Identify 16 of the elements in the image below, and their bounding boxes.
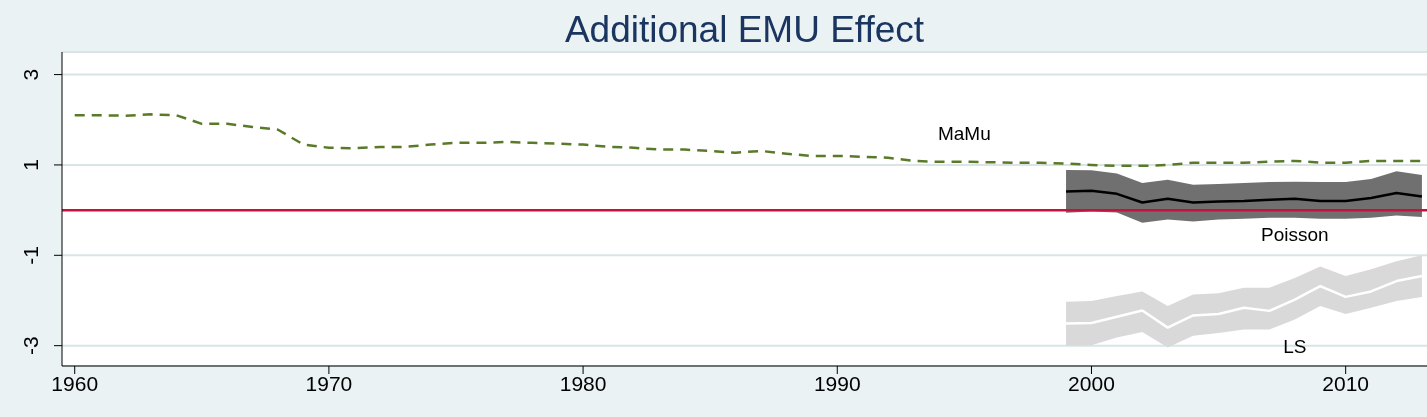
line-series	[1064, 274, 1424, 329]
x-tick-label: 2000	[1068, 371, 1115, 395]
chart-title: Additional EMU Effect	[563, 8, 926, 52]
x-tick-label: 1970	[305, 371, 353, 395]
x-tick-label: 1980	[559, 371, 607, 395]
y-tick-label: 1	[19, 159, 42, 171]
x-tick-label: 2010	[1322, 371, 1370, 395]
y-tick-label: -3	[19, 336, 42, 356]
series-label: LS	[1283, 335, 1307, 357]
line-series	[1064, 189, 1424, 204]
x-tick-label: 1960	[51, 371, 99, 395]
series-label: MaMu	[937, 122, 991, 144]
series-label: Poisson	[1261, 223, 1329, 245]
x-tick-label: 1990	[813, 371, 861, 395]
y-tick-label: -1	[19, 245, 42, 265]
y-tick-label: 3	[19, 68, 42, 81]
